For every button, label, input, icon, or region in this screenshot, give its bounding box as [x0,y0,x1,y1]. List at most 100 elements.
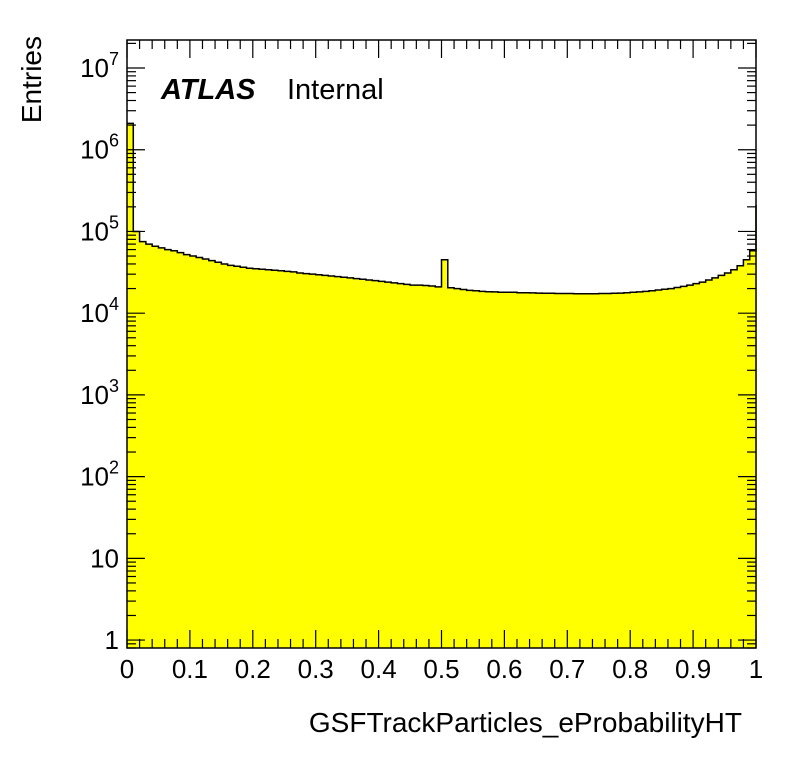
histogram-bar [561,293,568,648]
histogram-bar [661,289,669,648]
histogram-bar [416,285,423,648]
y-tick-label: 1 [105,625,119,655]
histogram-bar [133,231,140,648]
histogram-bar [359,279,367,648]
x-tick-label: 0.6 [486,654,522,684]
histogram-outline [127,122,757,295]
histogram-bar [749,250,757,649]
histogram-bar [718,275,725,648]
histogram-bar [693,283,700,648]
y-tick-label: 106 [80,131,119,165]
histogram-bar [391,282,398,648]
histogram-bar [221,263,228,648]
histogram-bar [315,274,323,648]
histogram-bar [164,249,172,649]
histogram-bar [290,271,298,648]
histogram-bar [724,273,732,648]
histogram-bar [428,285,436,648]
histogram-bar [498,292,505,648]
y-tick-label: 103 [80,376,119,410]
histogram-bar [705,279,713,648]
x-tick-label: 0.5 [423,654,459,684]
histogram-bar [139,241,147,648]
y-tick-label: 104 [80,294,119,328]
histogram-bar [523,292,530,648]
histogram-bar [441,259,449,648]
histogram-bar [598,293,606,648]
histogram-bar [674,287,681,648]
histogram-bar [592,293,600,648]
histogram-bar [271,270,279,648]
histogram-bar [252,268,260,648]
histogram-bar [334,276,342,648]
x-axis-title: GSFTrackParticles_eProbabilityHT [309,707,742,738]
axis-ticks [126,40,757,649]
histogram-bar [309,274,316,648]
histogram-bar [535,293,543,648]
histogram-bar [410,285,417,648]
histogram-bar [215,262,222,648]
y-tick-label: 107 [80,49,119,83]
histogram-bar [617,293,625,648]
x-tick-label: 0.1 [172,654,208,684]
histogram-bar [454,288,461,648]
histogram-bars [127,123,757,649]
histogram-bar [171,250,178,649]
y-tick-label: 10 [90,543,119,573]
histogram-bar [422,285,430,648]
histogram-bar [667,288,675,648]
x-tick-label: 0.2 [235,654,271,684]
histogram-bar [447,287,455,648]
histogram-bar [259,269,266,648]
histogram-bar [384,282,392,648]
histogram-bar [127,123,134,649]
histogram-bar [642,291,650,648]
histogram-bar [378,281,386,648]
y-tick-label: 105 [80,212,119,246]
histogram-bar [158,247,166,649]
histogram-bar [303,273,310,648]
histogram-bar [472,290,480,648]
histogram-bar [491,291,499,648]
histogram-bar [353,278,361,648]
histogram-bar [372,280,379,648]
histogram-bar [460,289,467,648]
x-tick-label: 0.4 [361,654,397,684]
y-tick-labels: 1 10 102 103 104 105 106 107 [80,49,119,655]
histogram-bar [227,265,235,648]
plot-frame [126,39,757,649]
histogram-bar [680,286,688,648]
histogram-bar [579,293,587,648]
histogram-bar [611,293,618,648]
histogram-bar [183,254,191,648]
x-tick-label: 0 [120,654,134,684]
histogram-bar [699,282,706,648]
histogram-bar [686,285,694,648]
histogram-bar [403,284,411,648]
histogram-bar [743,259,751,648]
histogram-bar [233,266,241,648]
histogram-bar [567,293,574,648]
histogram-bar [145,244,153,648]
histogram-bar [730,269,738,648]
histogram-bar [623,292,631,648]
histogram-bar [321,275,329,648]
x-tick-label: 1 [749,654,763,684]
y-tick-label: 102 [80,458,119,492]
histogram-bar [655,290,662,648]
histogram-bar [510,292,518,648]
x-tick-label: 0.8 [612,654,648,684]
histogram-bar [548,293,556,648]
histogram-bar [177,252,184,649]
histogram-bar [277,270,285,648]
histogram-bar [479,291,486,648]
histogram-bar [189,256,197,648]
histogram-bar [605,293,612,648]
histogram-bar [554,293,562,648]
histogram-bar [240,267,247,648]
histogram-bar [573,293,581,648]
x-tick-label: 0.7 [549,654,585,684]
x-tick-label: 0.3 [298,654,334,684]
histogram-bar [328,275,335,648]
